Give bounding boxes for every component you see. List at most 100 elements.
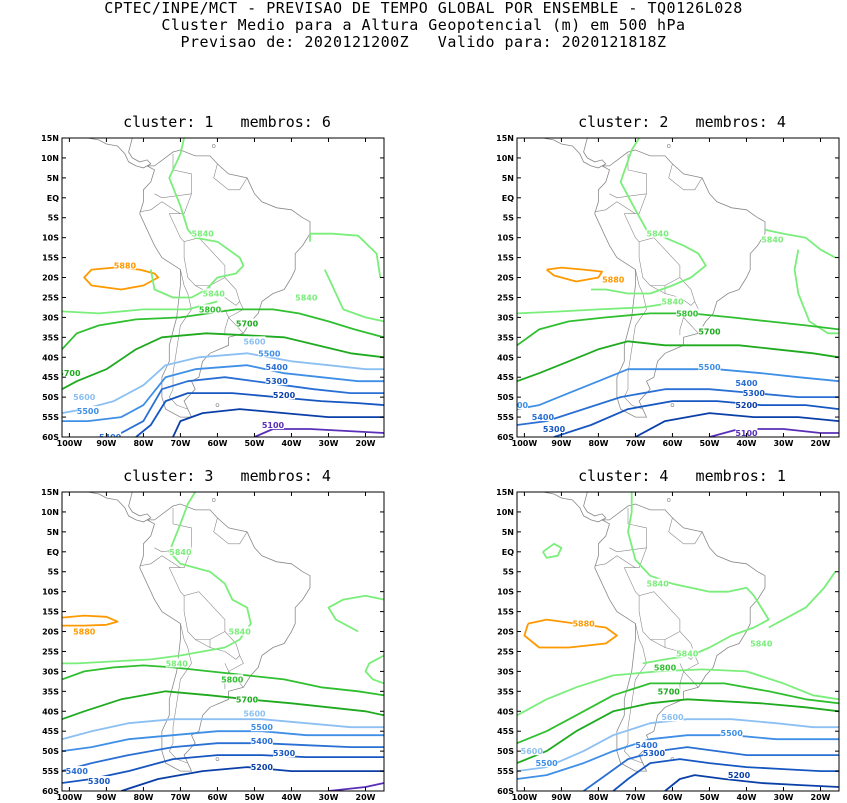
contour-label-bg [543,424,566,434]
contour-label-5300: 5300 [743,389,766,398]
lat-tick-label: 30S [42,313,59,322]
lon-tick-label: 60W [662,793,682,802]
contour-5100 [328,782,384,791]
contour-label-bg [735,428,758,437]
contour-5300 [135,392,384,437]
contour-label-5880: 5880 [114,262,137,271]
lat-tick-label: 35S [42,687,59,696]
island [582,461,585,464]
lat-tick-label: EQ [502,194,514,203]
contour-label-5300: 5300 [88,777,111,786]
lat-tick-label: 10S [42,234,59,243]
header-line-1: CPTEC/INPE/MCT - PREVISAO DE TEMPO GLOBA… [104,0,743,17]
contour-label-bg [243,708,266,718]
contour-label-5400: 5400 [251,737,274,746]
contour-label-bg [520,746,543,756]
contour-label-bg [65,766,88,776]
contour-label-bg [265,376,288,386]
lat-tick-label: 5S [48,568,60,577]
contour-label-5300: 5300 [543,425,566,434]
lat-tick-label: 10N [41,154,59,163]
country-border [623,269,647,410]
contour-label-5840: 5840 [761,236,784,245]
south-america-coastline [594,503,766,772]
lat-tick-label: 15N [41,134,59,143]
contour-label-5400: 5400 [99,433,122,442]
lat-tick-label: 45S [497,373,514,382]
contour-label-5500: 5500 [506,401,529,410]
contour-label-bg [531,412,554,422]
contour-label-bg [735,400,758,410]
island [582,107,585,110]
country-border [183,241,226,286]
country-border [594,555,636,568]
lat-tick-label: 15N [496,488,514,497]
contour-5200 [664,774,839,791]
contour-label-bg [273,748,296,758]
contour-5300 [553,400,839,437]
contour-label-bg [735,378,758,388]
contour-label-5200: 5200 [273,391,296,400]
lat-tick-label: 50S [497,747,514,756]
lat-tick-label: 5N [502,528,514,537]
contour-label-bg [243,336,266,346]
contour-label-5700: 5700 [236,695,259,704]
contour-label-bg [199,304,222,314]
island [127,461,130,464]
contour-label-5600: 5600 [521,747,544,756]
lat-tick-label: 60S [42,787,59,796]
contour-5840 [793,249,839,335]
contour-label-bg [250,722,273,732]
contour-5840 [542,542,563,559]
island [666,498,671,502]
lon-tick-label: 100W [57,439,83,448]
contour-5840 [323,269,384,323]
lat-tick-label: 15S [42,608,59,617]
lat-tick-label: 15S [497,608,514,617]
map-frame [61,137,385,438]
contour-5200 [120,766,384,791]
lat-tick-label: 15S [42,254,59,263]
contour-label-bg [273,390,296,400]
lon-tick-label: 90W [551,793,571,802]
contour-label-bg [602,274,625,284]
central-america-coastline [517,138,607,169]
lat-tick-label: 60S [42,433,59,442]
contour-label-bg [165,658,188,668]
contour-label-bg [99,432,122,437]
contour-label-bg [572,618,595,628]
contour-label-5200: 5200 [251,763,274,772]
country-border [679,663,684,690]
lat-tick-label: 25S [42,647,59,656]
lat-tick-label: 10N [41,508,59,517]
contour-5800 [62,664,384,697]
lon-tick-label: 40W [281,439,301,448]
lon-tick-label: 60W [207,793,227,802]
contour-label-5880: 5880 [73,628,96,637]
lon-tick-label: 100W [57,793,83,802]
lat-tick-label: 5S [503,568,515,577]
country-border [168,153,244,334]
lat-tick-label: 10S [497,588,514,597]
contour-label-bg [535,758,558,768]
lat-tick-label: 15N [41,488,59,497]
lat-tick-label: 15S [497,254,514,263]
lon-tick-label: 30W [773,793,793,802]
lat-tick-label: 35S [42,333,59,342]
island [670,403,675,407]
country-border [609,193,647,199]
lon-tick-label: 40W [736,793,756,802]
contour-5300 [612,758,839,791]
map-frame [61,491,385,792]
lon-tick-label: 20W [356,439,376,448]
central-america-coastline [62,138,152,169]
lat-tick-label: 10N [496,508,514,517]
lon-tick-label: 70W [170,793,190,802]
contour-label-5300: 5300 [273,749,296,758]
contour-label-bg [62,368,81,378]
contour-label-5300: 5300 [266,377,289,386]
contour-label-5600: 5600 [661,713,684,722]
contour-label-5840: 5840 [192,230,215,239]
contour-label-bg [720,728,743,738]
lat-tick-label: 35S [497,687,514,696]
